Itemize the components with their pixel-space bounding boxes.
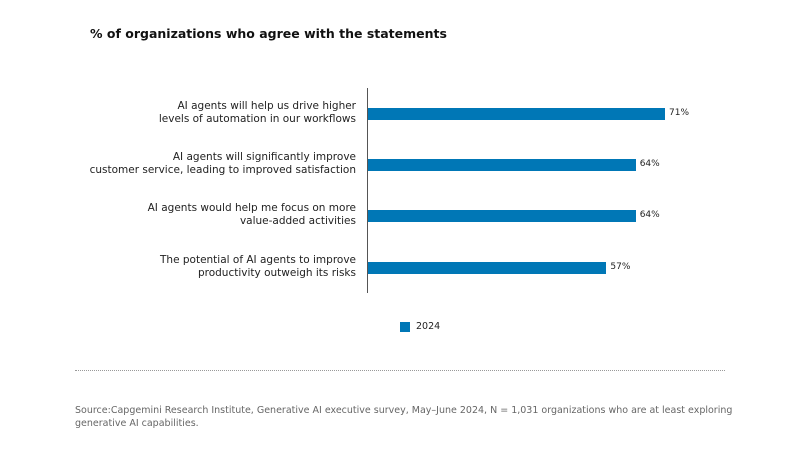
data-label: 57%: [610, 262, 631, 272]
chart-title: % of organizations who agree with the st…: [90, 26, 447, 41]
category-label-line: AI agents would help me focus on more: [147, 202, 356, 214]
legend-label: 2024: [416, 321, 441, 332]
divider: [75, 370, 725, 371]
data-label: 64%: [639, 159, 660, 169]
data-label: 71%: [669, 108, 690, 118]
category-label: AI agents will help us drive higher level…: [56, 100, 356, 126]
category-label-line: AI agents will significantly improve: [172, 151, 356, 163]
y-axis-line: [367, 88, 368, 293]
category-label: AI agents would help me focus on more val…: [56, 202, 356, 228]
bar: [368, 262, 607, 274]
data-label: 64%: [639, 210, 660, 220]
bar: [368, 159, 636, 171]
bar: [368, 108, 665, 120]
legend: 2024: [400, 321, 440, 332]
category-label-line: The potential of AI agents to improve: [160, 254, 356, 266]
category-label-line: levels of automation in our workflows: [158, 113, 356, 125]
category-label-line: value-added activities: [239, 215, 356, 227]
category-label: The potential of AI agents to improve pro…: [56, 254, 356, 280]
source-note: Source:Capgemini Research Institute, Gen…: [75, 405, 733, 429]
category-label: AI agents will significantly improve cust…: [56, 151, 356, 177]
category-label-line: AI agents will help us drive higher: [177, 100, 356, 112]
category-label-line: customer service, leading to improved sa…: [89, 164, 356, 176]
category-label-line: productivity outweigh its risks: [197, 267, 356, 279]
bar: [368, 210, 636, 222]
legend-swatch: [400, 321, 410, 332]
